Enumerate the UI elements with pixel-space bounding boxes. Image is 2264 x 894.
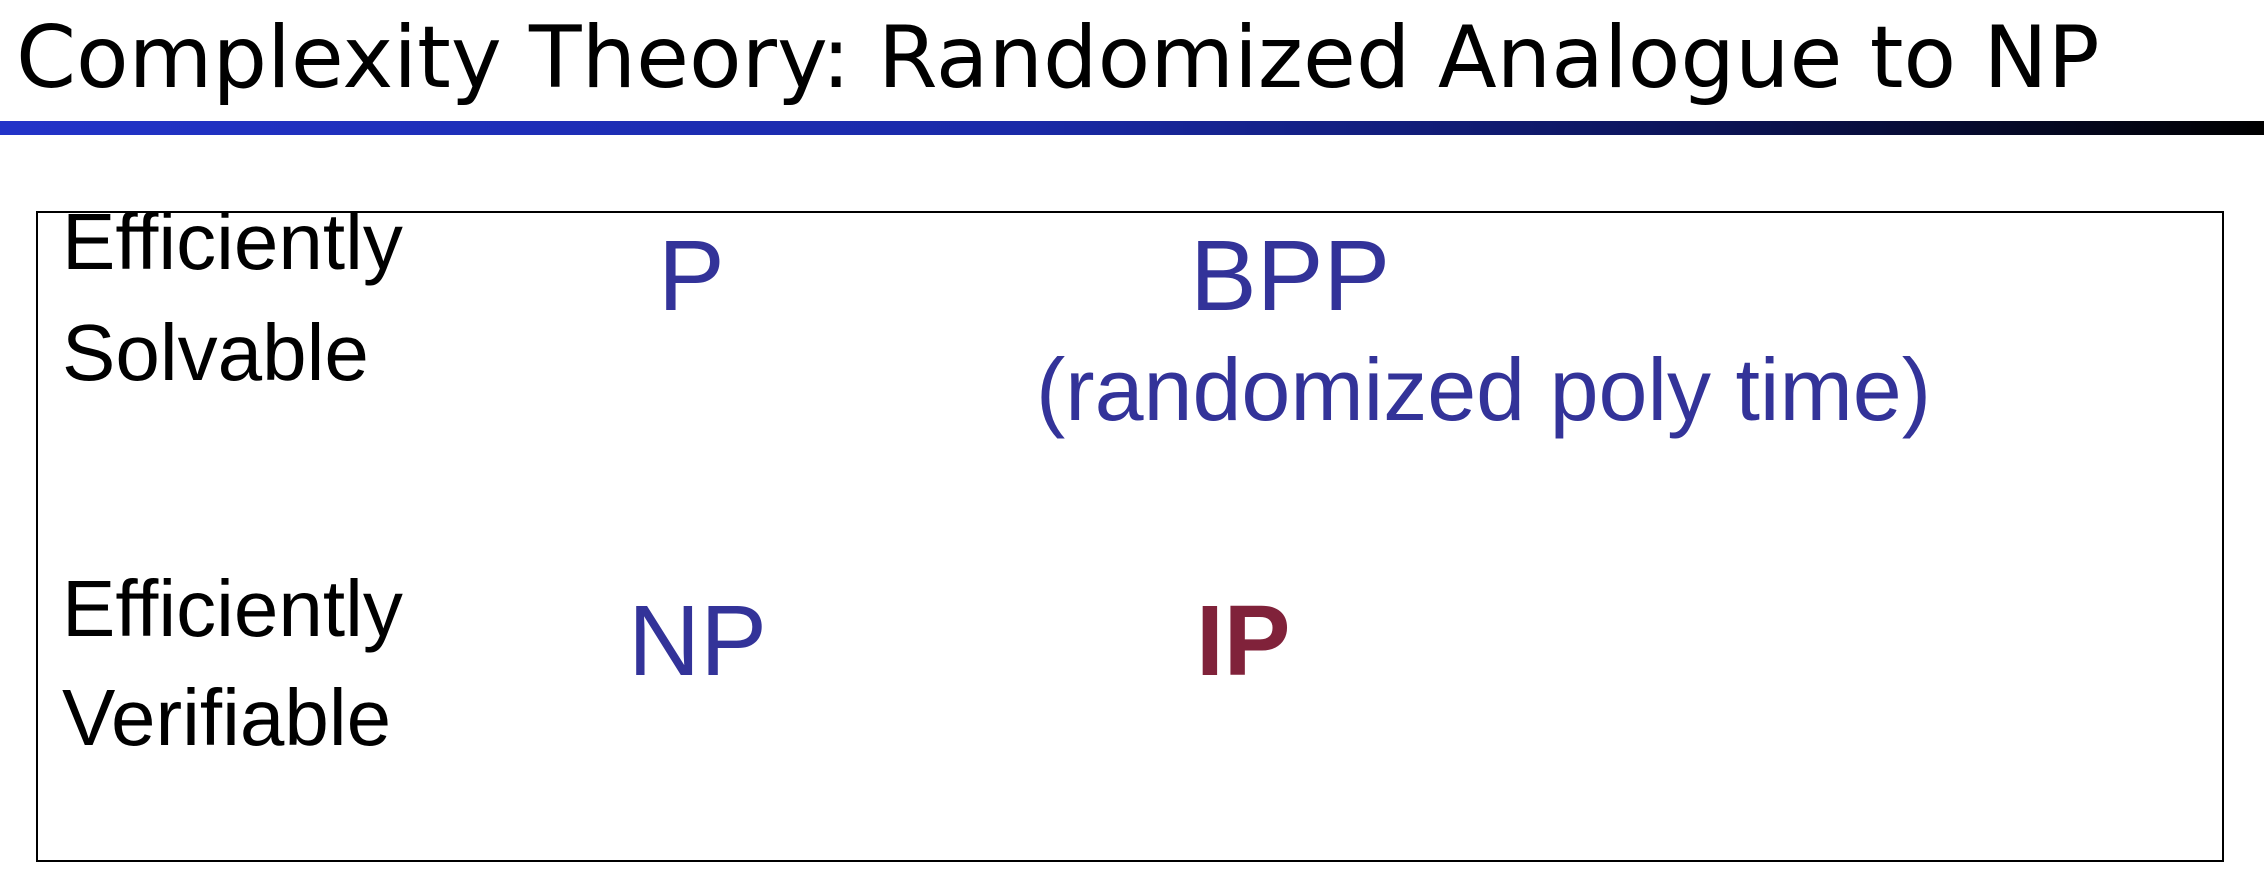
class-bpp: BPP bbox=[1190, 220, 1391, 332]
row-label-solvable-line2: Solvable bbox=[62, 308, 369, 397]
class-ip: IP bbox=[1196, 585, 1291, 697]
title-underline bbox=[0, 121, 2264, 135]
row-label-verifiable-line1: Efficiently bbox=[62, 564, 403, 653]
slide-title: Complexity Theory: Randomized Analogue t… bbox=[16, 8, 2100, 108]
row-label-verifiable-line2: Verifiable bbox=[62, 673, 392, 762]
class-np: NP bbox=[628, 585, 767, 697]
bpp-description: (randomized poly time) bbox=[1036, 340, 1931, 439]
comparison-box bbox=[36, 211, 2224, 862]
row-label-solvable-line1: Efficiently bbox=[62, 197, 403, 286]
class-p: P bbox=[658, 220, 725, 332]
